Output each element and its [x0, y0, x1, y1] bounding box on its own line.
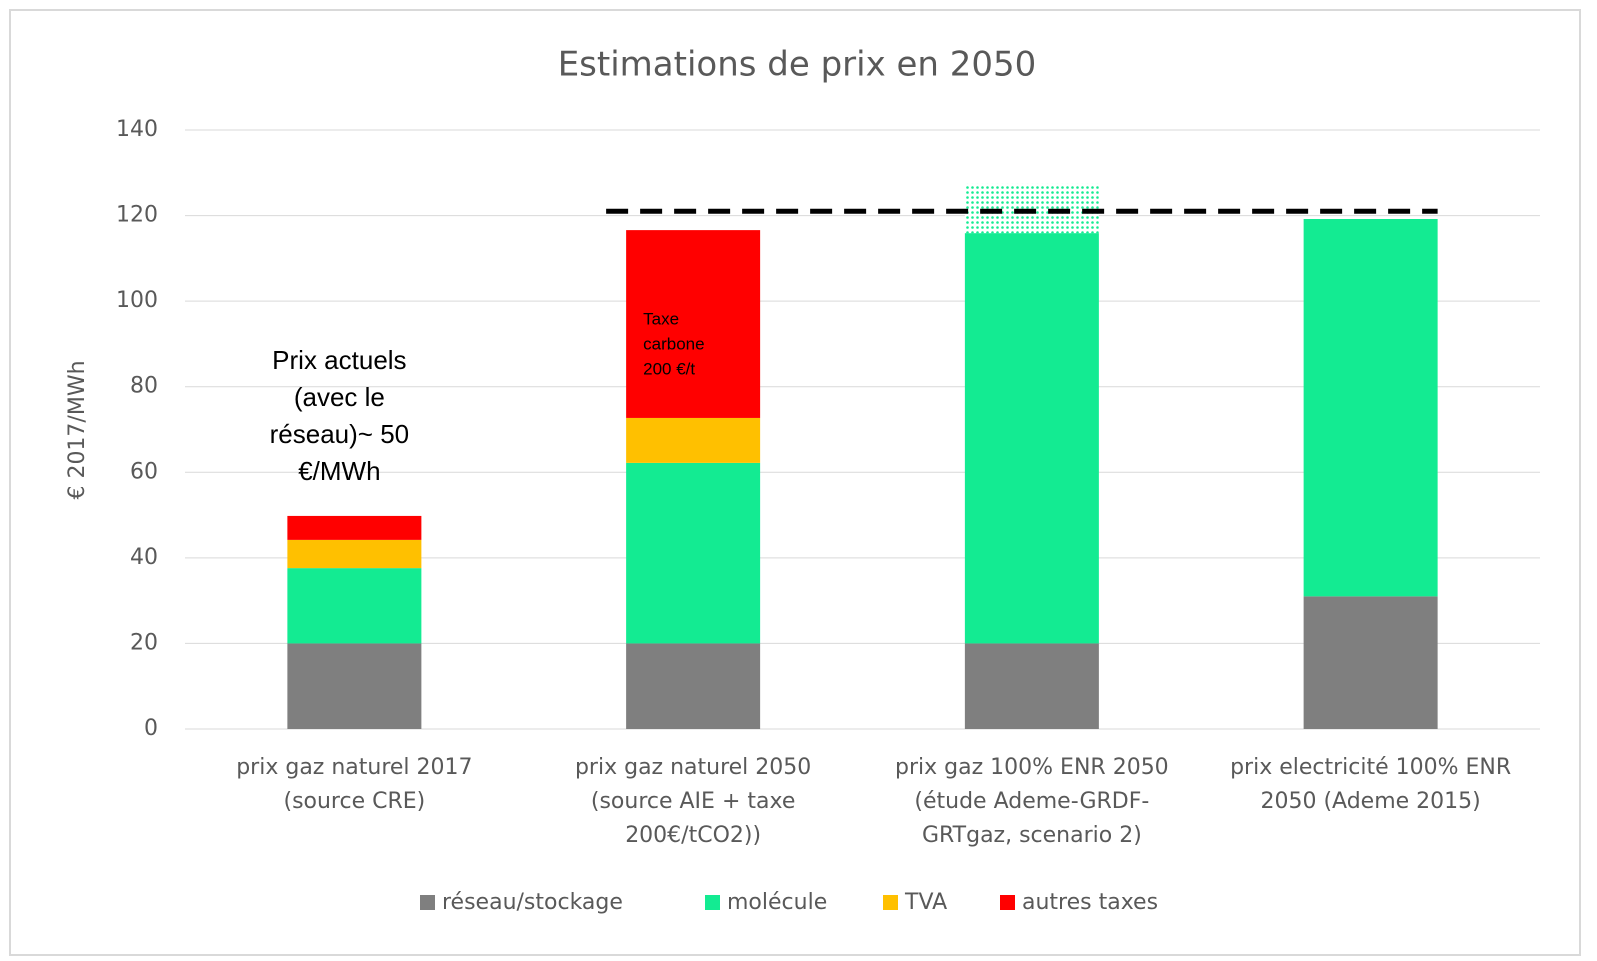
- hatched-segment: [964, 183, 1099, 234]
- bar-segment: [287, 515, 422, 540]
- x-tick-label: GRTgaz, scenario 2): [922, 823, 1142, 848]
- bar-segment: [626, 417, 761, 463]
- y-tick-label: 40: [130, 545, 158, 570]
- bar-segment: [964, 233, 1099, 644]
- x-tick-label: prix electricité 100% ENR: [1230, 755, 1511, 780]
- y-tick-label: 140: [116, 117, 158, 142]
- annotation: Prix actuels: [272, 345, 406, 375]
- annotation: €/MWh: [298, 456, 380, 486]
- bar-segment: [287, 568, 422, 644]
- annotation: Taxe: [643, 309, 679, 328]
- bar-segment: [626, 643, 761, 729]
- legend-label: molécule: [727, 890, 827, 915]
- x-tick-label: prix gaz 100% ENR 2050: [895, 755, 1169, 780]
- legend-label: TVA: [904, 890, 947, 915]
- y-axis-label: € 2017/MWh: [65, 360, 90, 499]
- bar-segment: [964, 643, 1099, 729]
- bar-segment: [626, 462, 761, 644]
- annotation: 200 €/t: [643, 359, 695, 378]
- x-tick-label: prix gaz naturel 2017: [236, 755, 472, 780]
- legend-swatch: [1000, 895, 1015, 910]
- y-tick-label: 120: [116, 203, 158, 228]
- x-tick-label: (source CRE): [283, 789, 425, 814]
- bar-segment: [287, 539, 422, 569]
- y-tick-label: 20: [130, 630, 158, 655]
- x-tick-label: (étude Ademe-GRDF-: [914, 789, 1149, 814]
- y-tick-label: 60: [130, 459, 158, 484]
- x-tick-label: (source AIE + taxe: [591, 789, 795, 814]
- x-tick-label: prix gaz naturel 2050: [575, 755, 811, 780]
- legend-label: autres taxes: [1022, 890, 1158, 915]
- chart-title: Estimations de prix en 2050: [558, 45, 1037, 85]
- legend-label: réseau/stockage: [442, 890, 623, 915]
- bar-segment: [1303, 218, 1438, 597]
- legend-swatch: [883, 895, 898, 910]
- legend-swatch: [705, 895, 720, 910]
- y-tick-label: 100: [116, 288, 158, 313]
- annotation: (avec le: [294, 382, 385, 412]
- y-tick-label: 0: [144, 716, 158, 741]
- x-tick-label: 200€/tCO2)): [625, 823, 761, 848]
- bar-segment: [626, 230, 761, 418]
- x-tick-label: 2050 (Ademe 2015): [1260, 789, 1480, 814]
- annotation: réseau)~ 50: [270, 419, 409, 449]
- legend-swatch: [420, 895, 435, 910]
- annotation: carbone: [643, 334, 704, 353]
- bar-segment: [1303, 596, 1438, 729]
- bar-segment: [287, 643, 422, 729]
- y-tick-label: 80: [130, 374, 158, 399]
